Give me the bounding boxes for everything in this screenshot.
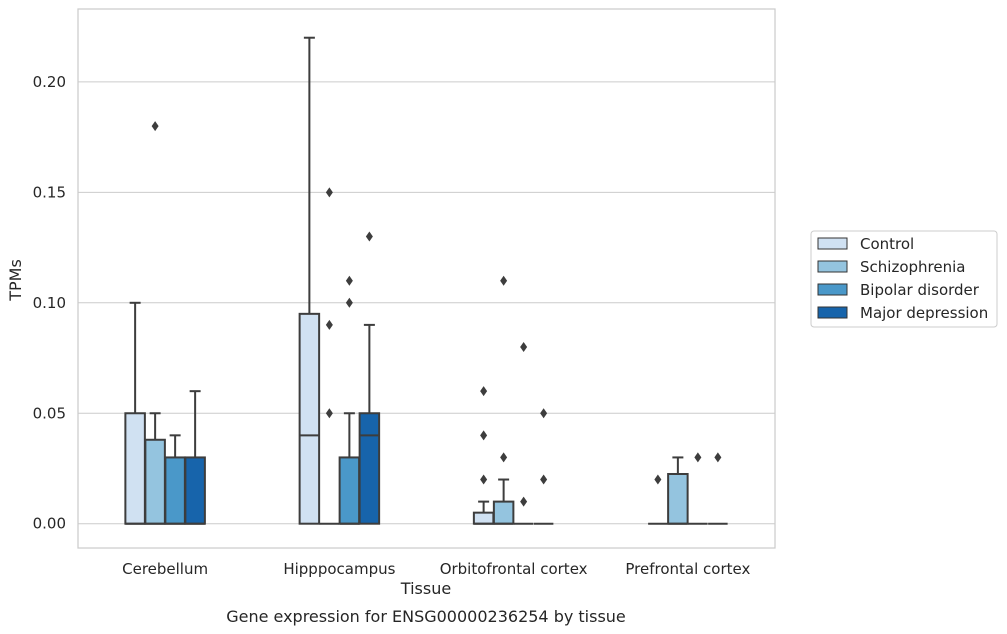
- legend-frame: [810, 230, 998, 328]
- legend-swatch: [817, 237, 848, 250]
- outlier-point: [520, 496, 528, 507]
- box-control: [648, 474, 668, 525]
- box-schizophrenia: [319, 187, 340, 525]
- y-tick-label: 0.05: [33, 404, 66, 422]
- box-body: [144, 438, 166, 525]
- box-schizophrenia: [144, 121, 166, 525]
- y-tick-label: 0.20: [33, 73, 66, 91]
- x-tick-label: Orbitofrontal cortex: [440, 560, 588, 578]
- box-major-depression: [708, 452, 728, 525]
- outlier-point: [480, 386, 488, 397]
- outlier-point: [345, 297, 353, 308]
- outlier-point: [500, 452, 508, 463]
- outlier-point: [714, 452, 722, 463]
- outlier-point: [654, 474, 662, 485]
- box-body: [667, 472, 689, 525]
- box-body: [124, 412, 146, 525]
- outlier-point: [540, 408, 548, 419]
- outlier-point: [520, 341, 528, 352]
- outlier-point: [480, 430, 488, 441]
- outlier-point: [500, 275, 508, 286]
- outlier-point: [345, 275, 353, 286]
- box-schizophrenia: [492, 275, 515, 525]
- y-tick-label: 0.00: [33, 515, 66, 533]
- box-major-depression: [184, 390, 206, 525]
- y-axis-ticks: 0.00 0.05 0.10 0.15 0.20: [33, 73, 66, 533]
- outlier-point: [325, 408, 333, 419]
- box-control: [298, 36, 321, 525]
- legend: Control Schizophrenia Bipolar disorder Majo…: [810, 230, 998, 328]
- box-body: [472, 511, 495, 525]
- plot-border: [77, 8, 776, 549]
- x-axis-ticks: Cerebellum Hipppocampus Orbitofrontal cort…: [122, 560, 750, 578]
- box-body: [184, 456, 206, 525]
- legend-label: Major depression: [860, 304, 988, 322]
- box-control: [124, 301, 146, 525]
- legend-label: Control: [860, 235, 914, 253]
- legend-label: Schizophrenia: [860, 258, 965, 276]
- box-body: [164, 456, 186, 525]
- box-body: [298, 312, 321, 525]
- box-control: [472, 386, 495, 525]
- plot-frame: [77, 8, 776, 549]
- box-groups: [124, 36, 728, 525]
- box-bipolar-disorder: [338, 275, 361, 525]
- legend-swatch: [817, 283, 848, 296]
- legend-label: Bipolar disorder: [860, 281, 980, 299]
- x-tick-label: Hipppocampus: [283, 560, 395, 578]
- box-major-depression: [533, 408, 554, 525]
- box-major-depression: [358, 231, 381, 525]
- y-axis-title: TPMs: [6, 259, 25, 302]
- outlier-point: [151, 121, 159, 132]
- box-bipolar-disorder: [513, 341, 534, 525]
- y-tick-label: 0.15: [33, 183, 66, 201]
- legend-swatch: [817, 306, 848, 319]
- legend-swatch: [817, 260, 848, 273]
- box-bipolar-disorder: [688, 452, 708, 525]
- y-tick-label: 0.10: [33, 294, 66, 312]
- outlier-point: [694, 452, 702, 463]
- box-schizophrenia: [667, 456, 689, 525]
- outlier-point: [325, 319, 333, 330]
- outlier-point: [480, 474, 488, 485]
- x-tick-label: Cerebellum: [122, 560, 208, 578]
- box-body: [338, 456, 361, 525]
- chart-caption: Gene expression for ENSG00000236254 by t…: [226, 607, 626, 626]
- outlier-point: [365, 231, 373, 242]
- outlier-point: [540, 474, 548, 485]
- box-bipolar-disorder: [164, 434, 186, 525]
- box-body: [358, 412, 381, 525]
- box-body: [492, 500, 515, 525]
- x-axis-title: Tissue: [400, 579, 451, 598]
- x-tick-label: Prefrontal cortex: [625, 560, 750, 578]
- outlier-point: [325, 187, 333, 198]
